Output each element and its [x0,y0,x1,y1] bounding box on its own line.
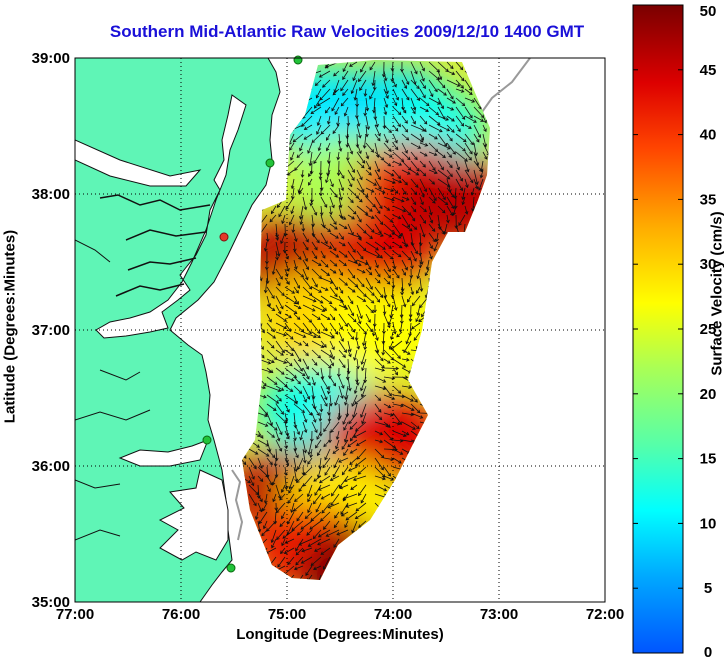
station-marker [202,435,212,445]
colorbar-tick-label: 15 [700,451,717,468]
pamlico-sound [158,469,229,561]
station-marker [265,158,275,168]
grid-lines [75,58,605,602]
land-layer [75,58,281,602]
potomac-river [99,194,211,297]
chesapeake-bay [95,94,247,339]
x-tick-label: 76:00 [162,606,200,623]
x-tick-label: 73:00 [480,606,518,623]
colorbar-ticks: 0 5 10 15 20 25 30 35 40 45 50 [633,3,716,659]
axis-ticks: 77:00 76:00 75:00 74:00 73:00 72:00 39:00 38:00… [32,50,625,623]
chart-title: Southern Mid-Atlantic Raw Velocities 200… [109,22,585,41]
colorbar-tick-label: 10 [700,515,717,532]
colorbar-tick-label: 45 [700,62,717,79]
inland-rivers [75,239,151,541]
y-tick-label: 36:00 [32,458,70,475]
colorbar-tick-label: 0 [704,644,712,659]
colorbar [632,4,684,654]
colorbar-tick-label: 25 [700,321,717,338]
shelf-contour-south [231,469,244,541]
y-tick-label: 37:00 [32,322,70,339]
x-axis-label: Longitude (Degrees:Minutes) [236,626,444,643]
colorbar-tick-label: 50 [700,3,717,20]
colorbar-label: Surface Velocity (cm/s) [708,211,724,376]
y-tick-label: 39:00 [32,50,70,67]
delaware-bay [75,139,202,187]
velocity-field-sample [322,285,443,375]
station-marker [226,563,236,573]
colorbar-tick-label: 20 [700,386,717,403]
albemarle-sound [118,439,209,467]
station-marker [293,55,303,65]
y-tick-label: 35:00 [32,594,70,611]
colorbar-tick-label: 40 [700,127,717,144]
x-tick-label: 74:00 [374,606,412,623]
y-tick-label: 38:00 [32,186,70,203]
colorbar-tick-label: 30 [700,256,717,273]
plot-frame [74,57,606,603]
x-tick-label: 75:00 [268,606,306,623]
land-mass [75,58,281,602]
station-marker [219,232,229,242]
colorbar-tick-label: 5 [704,580,712,597]
x-tick-label: 72:00 [586,606,624,623]
colorbar-tick-label: 35 [700,191,717,208]
x-tick-label: 77:00 [56,606,94,623]
y-axis-label: Latitude (Degrees:Minutes) [1,229,19,424]
